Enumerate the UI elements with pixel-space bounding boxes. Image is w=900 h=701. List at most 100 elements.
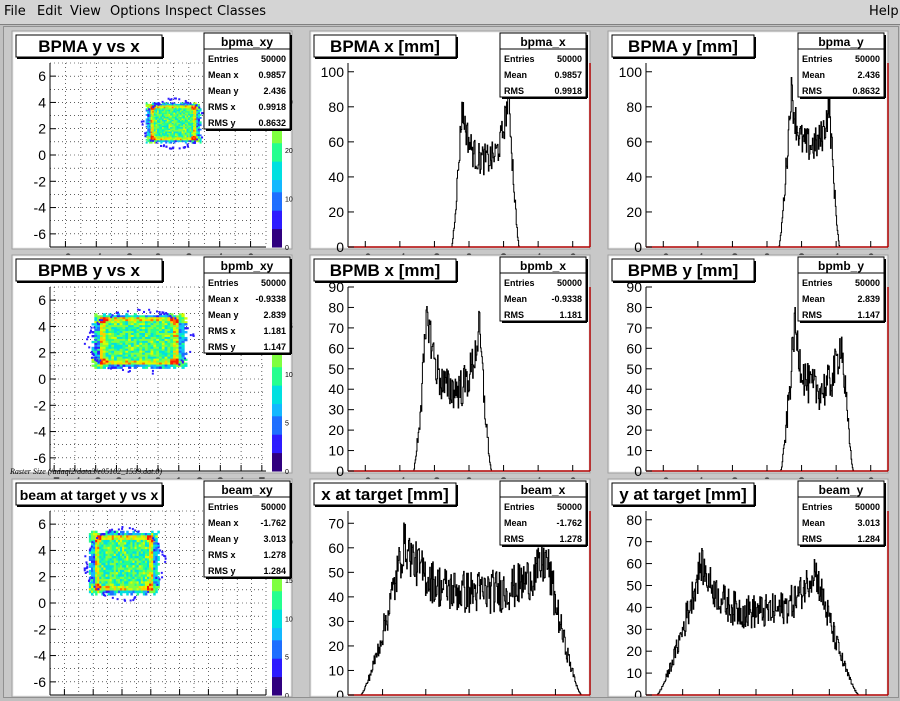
heatmap-cell <box>126 530 129 534</box>
heatmap-cell <box>173 141 176 144</box>
heatmap-cell <box>173 102 176 105</box>
heatmap-outlier <box>103 594 106 597</box>
heatmap-cell <box>105 556 108 559</box>
heatmap-cell <box>144 336 149 340</box>
heatmap-cell <box>125 321 129 324</box>
heatmap-cell <box>156 321 160 324</box>
heatmap-cell <box>128 565 131 568</box>
heatmap-cell <box>128 336 132 340</box>
heatmap-cell <box>138 565 142 568</box>
heatmap-cell <box>184 125 187 128</box>
heatmap-cell <box>155 562 158 566</box>
heatmap-cell <box>114 323 118 326</box>
heatmap-cell <box>167 319 171 322</box>
heatmap-cell <box>147 327 151 330</box>
heatmap-cell <box>136 535 140 539</box>
heatmap-cell <box>164 360 168 363</box>
heatmap-cell <box>88 576 92 580</box>
heatmap-cell <box>179 124 182 127</box>
heatmap-cell <box>163 108 166 111</box>
heatmap-cell <box>176 114 179 116</box>
heatmap-cell <box>139 342 143 346</box>
heatmap-cell <box>170 111 173 114</box>
heatmap-cell <box>165 115 168 118</box>
menu-help[interactable]: Help <box>869 4 899 19</box>
heatmap-cell <box>161 340 165 344</box>
stats-value: 0.9857 <box>258 70 286 80</box>
heatmap-cell <box>139 325 143 328</box>
heatmap-cell <box>170 105 173 108</box>
heatmap-cell <box>109 583 113 587</box>
raster-caption: Raster Size (/adaql2/data3/e05102_1539.d… <box>10 467 162 476</box>
stats-box <box>797 480 885 546</box>
heatmap-cell <box>173 114 176 116</box>
heatmap-cell <box>144 583 148 587</box>
pad-bevel <box>608 31 888 249</box>
heatmap-cell <box>108 346 112 350</box>
heatmap-cell <box>115 558 119 562</box>
menu-options[interactable]: Options <box>110 4 161 19</box>
heatmap-cell <box>153 106 156 109</box>
heatmap-cell <box>163 105 166 108</box>
color-palette-cell <box>272 446 282 454</box>
color-palette-cell <box>272 403 282 411</box>
heatmap-cell <box>119 366 123 369</box>
heatmap-cell <box>153 132 156 135</box>
color-palette-cell <box>272 452 282 460</box>
heatmap-cell <box>94 315 98 318</box>
heatmap-outlier <box>184 99 187 102</box>
heatmap-cell <box>168 125 171 128</box>
chart-title: BPMB y vs x <box>38 261 141 280</box>
stats-value: 50000 <box>855 502 880 512</box>
heatmap-cell <box>91 340 95 344</box>
heatmap-cell <box>161 131 165 134</box>
heatmap-cell <box>124 569 127 573</box>
heatmap-cell <box>184 124 187 127</box>
menu-file[interactable]: File <box>4 4 26 19</box>
heatmap-cell <box>199 134 202 137</box>
heatmap-cell <box>149 539 152 543</box>
heatmap-cell <box>193 103 196 106</box>
heatmap-cell <box>95 530 98 534</box>
menu-inspect[interactable]: Inspect <box>165 4 213 19</box>
heatmap-cell <box>176 131 179 134</box>
heatmap-cell <box>160 131 163 134</box>
heatmap-cell <box>153 116 156 119</box>
heatmap-cell <box>157 125 160 128</box>
menu-edit[interactable]: Edit <box>37 4 63 19</box>
heatmap-cell <box>97 364 101 367</box>
heatmap-cell <box>163 115 166 118</box>
heatmap-cell <box>114 327 118 330</box>
heatmap-cell <box>188 108 191 111</box>
heatmap-cell <box>105 344 109 348</box>
heatmap-cell <box>153 118 156 121</box>
heatmap-outlier <box>123 598 126 601</box>
heatmap-cell <box>152 111 155 114</box>
heatmap-cell <box>130 342 135 346</box>
heatmap-cell <box>158 109 161 112</box>
heatmap-cell <box>173 329 177 332</box>
heatmap-cell <box>122 338 126 342</box>
heatmap-cell <box>102 329 106 332</box>
heatmap-cell <box>152 130 155 132</box>
heatmap-cell <box>191 118 194 121</box>
heatmap-cell <box>179 119 182 122</box>
heatmap-cell <box>197 131 200 134</box>
heatmap-cell <box>194 102 197 105</box>
heatmap-cell <box>188 103 191 106</box>
heatmap-cell <box>149 562 152 566</box>
heatmap-cell <box>99 340 104 344</box>
heatmap-cell <box>142 362 146 365</box>
heatmap-cell <box>111 590 115 594</box>
menu-classes[interactable]: Classes <box>217 4 266 19</box>
menu-view[interactable]: View <box>70 4 101 19</box>
stats-key: Mean <box>504 294 527 304</box>
heatmap-cell <box>193 135 196 138</box>
heatmap-cell <box>95 583 98 587</box>
heatmap-cell <box>130 574 133 578</box>
heatmap-cell <box>133 348 137 352</box>
heatmap-cell <box>163 102 166 105</box>
heatmap-cell <box>161 360 165 363</box>
heatmap-cell <box>178 106 181 109</box>
